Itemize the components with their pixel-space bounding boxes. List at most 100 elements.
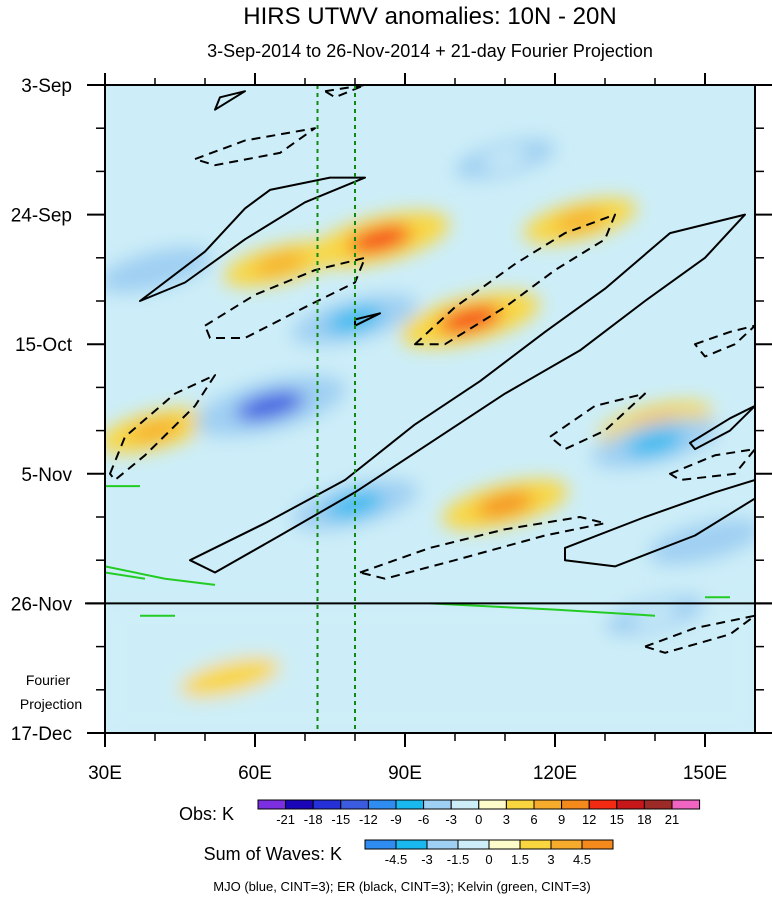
waves-colorbar-level-1: -3 — [421, 852, 433, 867]
obs-colorbar-swatch-12 — [588, 799, 618, 810]
anomaly-core-8 — [235, 391, 305, 421]
plot-frame — [104, 84, 756, 734]
anomaly-core-3 — [438, 306, 502, 333]
obs-colorbar-swatch-6 — [423, 799, 452, 810]
obs-colorbar-level-12: 15 — [610, 812, 624, 827]
waves-colorbar-swatch-2 — [426, 839, 459, 850]
anomaly-core-1 — [254, 253, 306, 275]
x-tick-label-1: 60E — [238, 763, 272, 784]
obs-colorbar-swatch-11 — [561, 799, 590, 810]
kelvin-contour-4 — [429, 602, 656, 617]
anomaly-core-12 — [482, 149, 528, 169]
waves-colorbar: -4.5 -3 -1.5 0 1.5 3 4.5 — [364, 839, 614, 867]
legend-note: MJO (blue, CINT=3); ER (black, CINT=3); … — [213, 879, 590, 894]
er-contour-positive-1 — [214, 90, 246, 111]
obs-colorbar-swatch-5 — [395, 799, 425, 810]
anomaly-field — [105, 139, 755, 733]
obs-colorbar-level-11: 12 — [582, 812, 596, 827]
obs-colorbar-swatch-8 — [478, 799, 507, 810]
obs-colorbar-level-3: -12 — [359, 812, 378, 827]
y-tick-label-4: 26-Nov — [11, 594, 73, 615]
waves-colorbar-level-4: 1.5 — [511, 852, 529, 867]
anomaly-core-5 — [554, 209, 606, 232]
waves-colorbar-level-3: 0 — [485, 852, 492, 867]
er-contours — [109, 85, 755, 654]
obs-colorbar-label: Obs: K — [179, 804, 234, 824]
obs-colorbar-level-4: -9 — [390, 812, 402, 827]
anomaly-core-15 — [632, 606, 678, 626]
anomaly-core-7 — [207, 667, 253, 688]
er-contour-positive-0 — [139, 176, 366, 302]
obs-colorbar-swatch-2 — [312, 799, 342, 810]
y-tick-label-1: 24-Sep — [11, 206, 72, 227]
er-contour-negative-7 — [324, 85, 366, 99]
x-tick-label-0: 30E — [88, 763, 122, 784]
er-contour-negative-12 — [694, 324, 755, 358]
er-contour-negative-8 — [204, 256, 366, 339]
er-contour-negative-14 — [359, 516, 606, 580]
waves-colorbar-swatch-0 — [364, 839, 397, 850]
projection-label-line-1: Fourier — [26, 672, 71, 688]
kelvin-contour-0 — [105, 565, 216, 586]
axis-ticks: 3-Sep 24-Sep 15-Oct 5-Nov 26-Nov 17-Dec 30E 60E… — [11, 73, 772, 784]
reference-longitude-lines — [316, 85, 356, 733]
obs-colorbar-swatch-7 — [450, 799, 480, 810]
obs-colorbar-swatch-14 — [643, 799, 673, 810]
obs-colorbar-swatch-9 — [505, 799, 535, 810]
obs-colorbar-level-9: 6 — [530, 812, 537, 827]
x-tick-label-2: 90E — [388, 763, 422, 784]
plot-area: 3-Sep 24-Sep 15-Oct 5-Nov 26-Nov 17-Dec 30E 60E… — [11, 73, 772, 784]
anomaly-core-2 — [348, 225, 412, 253]
chart-title: HIRS UTWV anomalies: 10N - 20N — [243, 3, 616, 30]
obs-colorbar-level-5: -6 — [418, 812, 430, 827]
obs-colorbar-level-14: 21 — [665, 812, 679, 827]
er-contour-positive-4 — [689, 404, 755, 451]
er-contour-positive-2 — [189, 213, 746, 574]
waves-colorbar-swatch-1 — [395, 839, 428, 850]
waves-colorbar-swatch-4 — [488, 839, 521, 850]
er-contour-negative-11 — [549, 392, 646, 451]
obs-colorbar-level-10: 9 — [558, 812, 565, 827]
obs-colorbar-level-7: 0 — [475, 812, 482, 827]
obs-colorbar-swatch-0 — [257, 799, 287, 810]
waves-colorbar-level-0: -4.5 — [385, 852, 407, 867]
waves-colorbar-swatch-3 — [457, 839, 490, 850]
obs-colorbar-level-0: -21 — [276, 812, 295, 827]
er-contour-negative-9 — [109, 374, 216, 481]
anomaly-core-14 — [679, 530, 731, 553]
anomaly-core-4 — [476, 492, 534, 517]
obs-colorbar-level-13: 18 — [637, 812, 651, 827]
obs-colorbar-swatch-13 — [616, 799, 645, 810]
waves-colorbar-swatch-7 — [581, 839, 614, 850]
y-tick-label-2: 15-Oct — [15, 335, 73, 356]
waves-colorbar-swatch-5 — [519, 839, 552, 850]
anomaly-core-13 — [626, 430, 684, 456]
obs-colorbar-level-6: -3 — [445, 812, 457, 827]
er-contour-negative-13 — [669, 448, 755, 481]
obs-colorbar: -21 -18 -15 -12 -9 -6 -3 0 3 6 9 12 15 18 21 — [257, 799, 701, 827]
obs-colorbar-level-1: -18 — [304, 812, 323, 827]
waves-colorbar-label: Sum of Waves: K — [204, 844, 342, 864]
anomaly-core-9 — [129, 259, 181, 282]
obs-colorbar-level-8: 3 — [503, 812, 510, 827]
obs-colorbar-swatch-10 — [533, 799, 563, 810]
y-tick-label-0: 3-Sep — [21, 76, 72, 97]
projection-label-line-2: Projection — [20, 696, 82, 712]
x-tick-label-3: 120E — [533, 763, 577, 784]
y-tick-label-3: 5-Nov — [21, 465, 72, 486]
chart-subtitle: 3-Sep-2014 to 26-Nov-2014 + 21-day Fouri… — [207, 41, 653, 61]
waves-colorbar-level-5: 3 — [547, 852, 554, 867]
er-contour-negative-15 — [644, 614, 755, 654]
er-contour-positive-5 — [564, 479, 755, 568]
waves-colorbar-swatch-6 — [550, 839, 583, 850]
waves-colorbar-level-2: -1.5 — [447, 852, 469, 867]
kelvin-contour-1 — [105, 571, 146, 580]
y-tick-label-5: 17-Dec — [11, 724, 72, 745]
projection-label: Fourier Projection — [20, 672, 82, 712]
x-tick-label-4: 150E — [683, 763, 727, 784]
er-contour-positive-3 — [354, 312, 381, 327]
obs-colorbar-level-2: -15 — [331, 812, 350, 827]
waves-colorbar-level-6: 4.5 — [573, 852, 591, 867]
obs-colorbar-swatch-15 — [671, 799, 701, 810]
